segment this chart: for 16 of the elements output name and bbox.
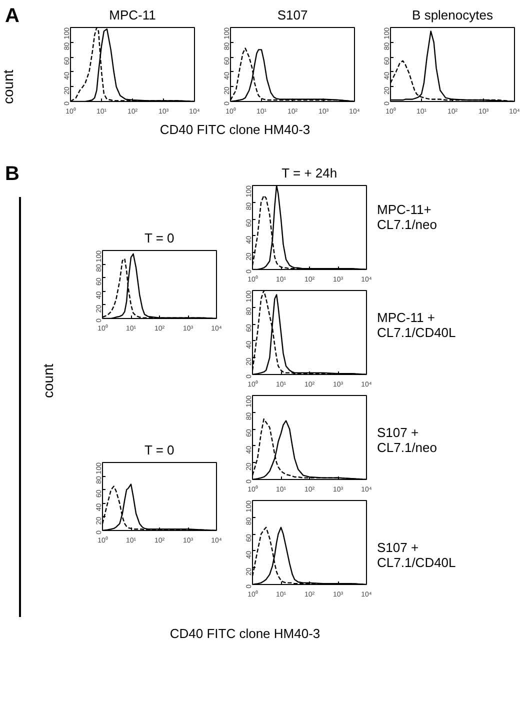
y-axis-title: count [40,364,56,398]
chart-title: B splenocytes [412,8,494,22]
text: S107 + CL7.1/neo [377,425,437,456]
x-axis-title: CD40 FITC clone HM40-3 [170,626,320,642]
y-axis-title: count [0,70,16,104]
text: B [5,163,20,186]
chart-title: T = + 24h [282,166,338,180]
text: S107 + CL7.1/CD40L [377,540,456,571]
text: MPC-11+ CL7.1/neo [377,202,437,233]
chart-title: T = 0 [144,230,174,246]
chart-title: MPC-11 [109,8,156,22]
text: MPC-11 + CL7.1/CD40L [377,310,456,341]
text: A [5,5,20,28]
x-axis-title: CD40 FITC clone HM40-3 [160,122,310,138]
chart-title: S107 [277,8,308,22]
chart-title: T = 0 [144,442,174,458]
